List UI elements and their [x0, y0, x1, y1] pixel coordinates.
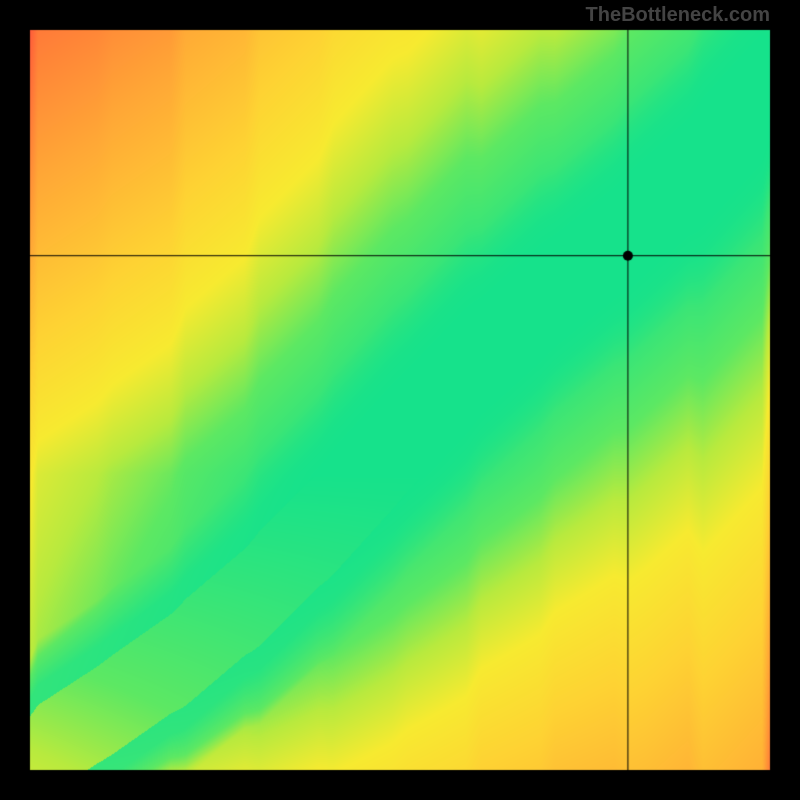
heatmap-canvas — [0, 0, 800, 800]
chart-container: TheBottleneck.com — [0, 0, 800, 800]
attribution-label: TheBottleneck.com — [586, 4, 770, 27]
